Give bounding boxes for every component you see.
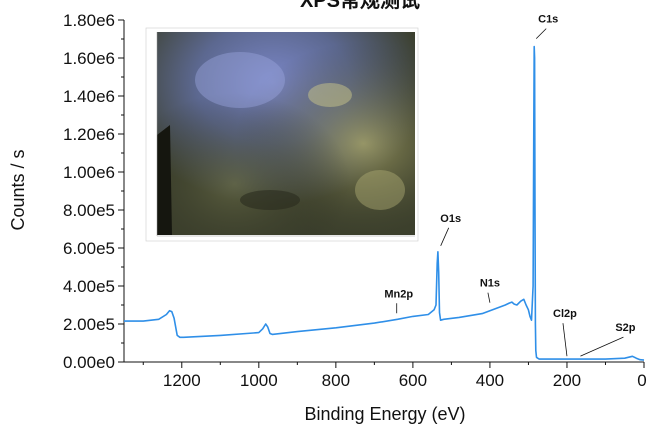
y-tick-label: 4.00e5 bbox=[63, 277, 115, 296]
annotation-label: Mn2p bbox=[384, 288, 413, 300]
annotation-leader bbox=[562, 323, 568, 357]
series-layer bbox=[124, 45, 645, 361]
annotation-label: Cl2p bbox=[553, 308, 577, 320]
y-tick-label: 1.20e6 bbox=[63, 125, 115, 144]
annotation-label: C1s bbox=[538, 14, 558, 26]
annotation-label: N1s bbox=[480, 278, 500, 290]
y-axis-ticks: 0.00e0 2.00e5 4.00e5 6.00e5 8.00e5 1.00e6 1.20… bbox=[63, 11, 124, 372]
inset-micrograph bbox=[145, 27, 419, 242]
annotation-label: S2p bbox=[615, 322, 635, 334]
annotation-label: O1s bbox=[440, 213, 461, 225]
x-tick-label: 600 bbox=[399, 371, 427, 390]
peak-annotations: C1s O1s N1s Mn2p Cl2p S2p bbox=[384, 14, 636, 357]
inset-shadow bbox=[157, 125, 172, 235]
xps-spectrum-line bbox=[124, 45, 645, 361]
x-tick-label: 0 bbox=[637, 371, 646, 390]
y-tick-label: 1.80e6 bbox=[63, 11, 115, 30]
annotation-leader bbox=[487, 292, 491, 303]
annotation-leader bbox=[535, 28, 547, 39]
annotation-leader bbox=[580, 336, 624, 357]
x-tick-label: 800 bbox=[322, 371, 350, 390]
x-axis-ticks: 1200 1000 800 600 400 200 0 bbox=[142, 362, 647, 390]
y-tick-label: 2.00e5 bbox=[63, 315, 115, 334]
y-tick-label: 6.00e5 bbox=[63, 239, 115, 258]
y-tick-label: 8.00e5 bbox=[63, 201, 115, 220]
chart-title: XPS常规测试 bbox=[300, 0, 420, 12]
y-tick-label: 0.00e0 bbox=[63, 353, 115, 372]
x-tick-label: 1000 bbox=[240, 371, 278, 390]
x-tick-label: 1200 bbox=[163, 371, 201, 390]
x-tick-label: 200 bbox=[553, 371, 581, 390]
x-tick-label: 400 bbox=[476, 371, 504, 390]
y-tick-label: 1.00e6 bbox=[63, 163, 115, 182]
y-tick-label: 1.40e6 bbox=[63, 87, 115, 106]
annotation-leader bbox=[440, 227, 450, 246]
x-axis-title: Binding Energy (eV) bbox=[304, 404, 465, 424]
y-axis-title: Counts / s bbox=[8, 149, 28, 230]
y-tick-label: 1.60e6 bbox=[63, 49, 115, 68]
